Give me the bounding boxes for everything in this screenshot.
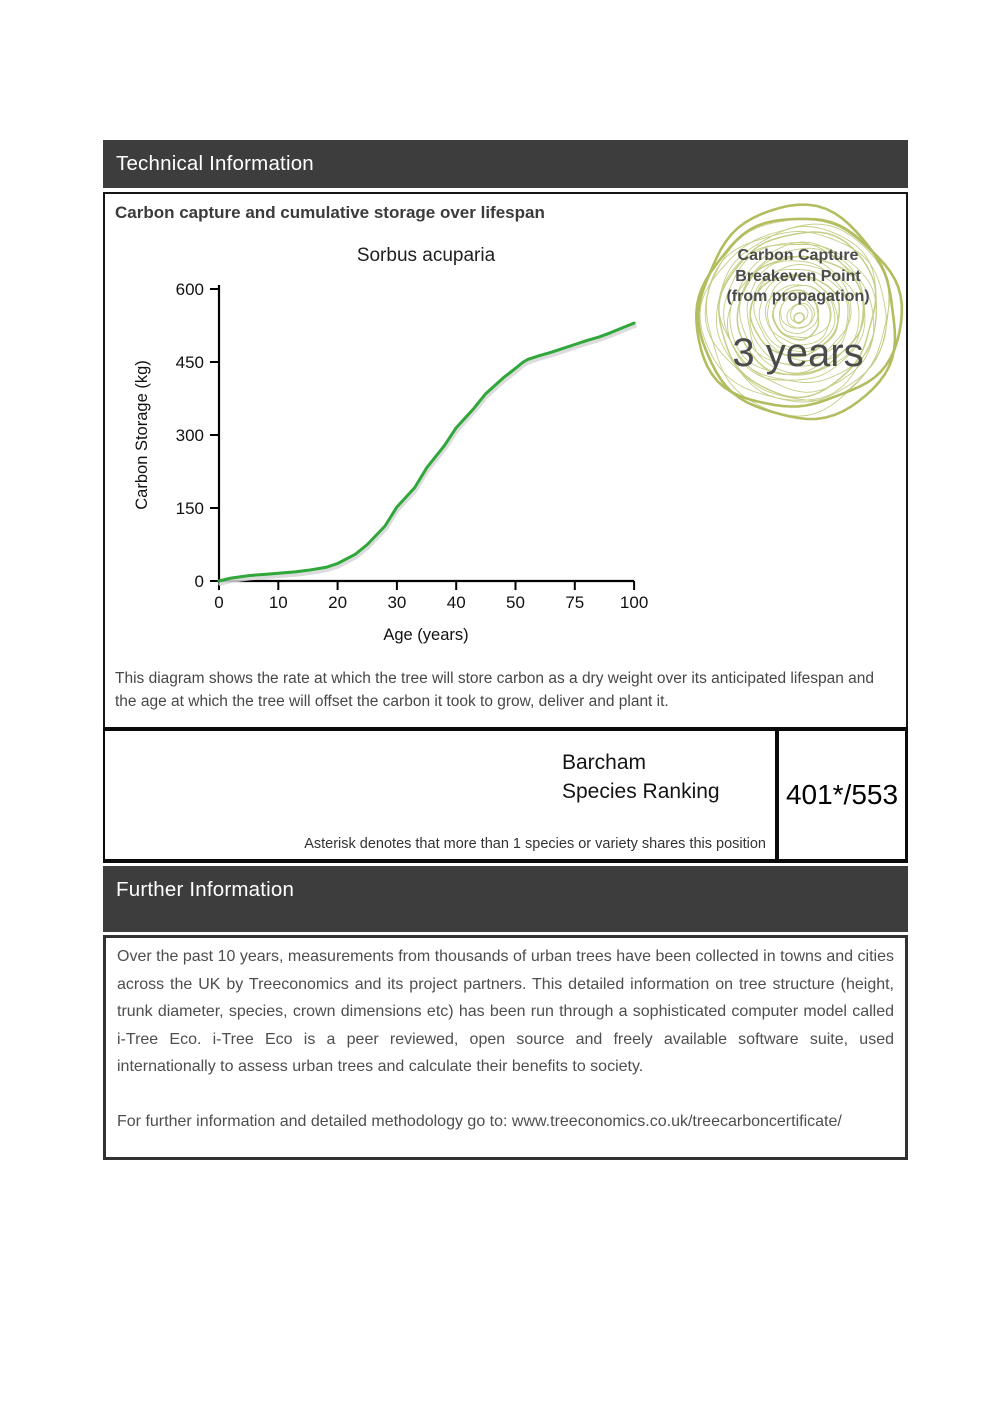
x-tick-label: 10 [269,593,288,612]
tree-ring [793,312,805,324]
tree-ring [696,203,897,421]
tree-ring [715,225,877,401]
x-tick-label: 40 [447,593,466,612]
x-axis-label: Age (years) [383,626,468,644]
technical-information-header: Technical Information [103,140,908,188]
tree-ring [739,255,860,367]
tree-ring [694,217,904,408]
y-tick-label: 600 [176,280,204,299]
tree-ring [780,296,815,329]
y-tick-label: 0 [195,572,204,591]
carbon-curve-shadow [218,324,637,586]
chart-title: Sorbus acuparia [357,245,496,266]
further-information-header: Further Information [103,866,908,932]
chart-section-heading: Carbon capture and cumulative storage ov… [115,203,545,222]
methodology-link-line: For further information and detailed met… [117,1113,842,1130]
tree-ring [729,247,864,376]
tree-ring [699,223,890,403]
tree-rings-graphic [694,203,904,421]
x-tick-label: 30 [387,593,406,612]
ranking-label-cell: Barcham Species Ranking Asterisk denotes… [105,731,775,859]
certificate-body: Technical Information Carbon capture and… [103,140,908,1160]
ranking-label-line2: Species Ranking [562,780,720,803]
breakeven-badge-text: Carbon Capture Breakeven Point (from pro… [688,246,908,376]
y-axis-label: Carbon Storage (kg) [133,360,151,510]
chart-axes [217,285,635,583]
tree-ring [736,255,865,376]
x-tick-label: 100 [620,593,648,612]
breakeven-value: 3 years [732,330,864,375]
technical-information-title: Technical Information [116,152,314,175]
tree-ring [746,260,850,374]
tree-ring [764,284,831,346]
chart-description: This diagram shows the rate at which the… [115,670,875,710]
breakeven-label-line2: Breakeven Point [735,267,861,285]
carbon-curve [217,321,636,583]
x-tick-label: 75 [565,593,584,612]
x-tick-label: 0 [214,593,223,612]
ranking-row: Barcham Species Ranking Asterisk denotes… [103,727,908,863]
tree-ring [718,231,877,399]
carbon-storage-chart: Sorbus acuparia 0 150 300 450 600 0 10 20 30 40 50 7… [133,245,648,644]
tree-ring [790,304,809,323]
breakeven-label-line3: (from propagation) [726,288,870,305]
tree-ring [726,241,866,381]
y-tick-label: 450 [176,353,204,372]
y-tick-label: 150 [176,499,204,518]
ranking-value: 401*/553 [775,731,905,859]
further-information-title: Further Information [116,878,295,901]
tree-ring [753,268,849,362]
further-information-body: Over the past 10 years, measurements fro… [103,935,908,1160]
breakeven-badge: Carbon Capture Breakeven Point (from pro… [688,202,908,424]
y-tick-label: 300 [176,426,204,445]
breakeven-label-line1: Carbon Capture [737,247,859,264]
ranking-label-line1: Barcham [562,751,647,774]
ranking-footnote: Asterisk denotes that more than 1 specie… [304,836,766,852]
x-tick-label: 20 [328,593,347,612]
x-tick-label: 50 [506,593,525,612]
tree-ring [723,242,875,383]
further-information-paragraph: Over the past 10 years, measurements fro… [117,948,894,1075]
tree-ring [772,285,832,339]
tree-ring [705,217,891,417]
ranking-label: Barcham Species Ranking [562,748,720,806]
chart-panel: Carbon capture and cumulative storage ov… [103,192,908,727]
